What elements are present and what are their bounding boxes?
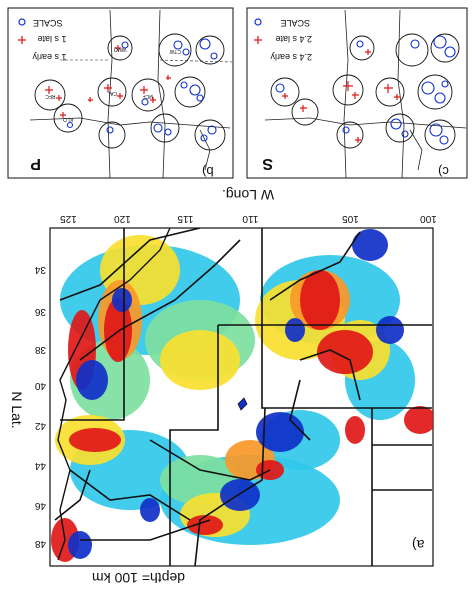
- station-labels-b: WMQ: [114, 46, 127, 52]
- anomaly-patch: [285, 318, 305, 342]
- y-tick-label: 48: [34, 538, 46, 549]
- panel-a-xlabel-group: W Long.: [222, 187, 274, 203]
- y-tick-label: 40: [34, 380, 46, 391]
- legend-late-text: 1 s late: [37, 34, 66, 44]
- anomaly-patch: [76, 360, 108, 400]
- x-tick-label: 125: [60, 213, 77, 224]
- panel-c-label: c): [438, 164, 449, 179]
- station-label: MCF: [143, 93, 154, 99]
- legend-late-text: 2.4 s late: [275, 34, 312, 44]
- anomaly-patch: [140, 498, 160, 522]
- panel-b-label: b): [202, 164, 214, 179]
- early-markers-b: [66, 38, 218, 142]
- legend-c: 2.4 s early 2.4 s late SCALE: [270, 18, 312, 62]
- anomaly-patch: [317, 330, 373, 374]
- scale-label: SCALE: [33, 18, 63, 28]
- scale-label: SCALE: [281, 18, 311, 28]
- y-tick-label: 46: [34, 500, 46, 511]
- panel-c-map: [264, 9, 467, 178]
- anomaly-patch: [352, 229, 388, 261]
- map-title: depth= 100 km: [92, 570, 185, 586]
- x-tick-labels: 125 120 115 110 105 100: [60, 213, 437, 224]
- anomaly-patch: [345, 416, 365, 444]
- y-tick-label: 44: [34, 460, 46, 471]
- station-label: RFC: [45, 93, 56, 99]
- anomaly-patch: [220, 479, 260, 511]
- y-tick-label: 38: [34, 344, 46, 355]
- late-markers-b: [45, 45, 171, 118]
- legend-early-symbol: [18, 18, 26, 26]
- y-tick-label: 36: [34, 306, 46, 317]
- anomaly-patch: [112, 288, 132, 312]
- legend-b: 1 s early 1 s late SCALE: [32, 18, 67, 62]
- panel-c: 2.4 s early 2.4 s late SCALE S c): [246, 7, 468, 179]
- boundary-lines: [54, 228, 432, 566]
- anomaly-patch: [160, 330, 240, 390]
- station-label: CTW: [169, 48, 181, 54]
- phase-label-p: P: [30, 155, 41, 172]
- station-label: WMQ: [114, 46, 127, 52]
- anomaly-patch: [104, 298, 132, 362]
- x-tick-label: 120: [114, 213, 131, 224]
- station-label: KLO: [63, 116, 73, 122]
- legend-early-symbol: [254, 18, 262, 26]
- station-label: CAL: [107, 90, 117, 96]
- coastline: [57, 227, 171, 561]
- tomography-map: [49, 227, 434, 567]
- station-circles-b: [34, 33, 226, 151]
- late-markers-c: [282, 49, 400, 143]
- y-tick-label: 34: [34, 264, 46, 275]
- x-tick-label: 110: [242, 213, 258, 224]
- velocity-anomalies: [51, 229, 433, 562]
- x-axis-label: W Long.: [222, 187, 274, 203]
- early-markers-c: [275, 35, 456, 145]
- anomaly-patch: [300, 270, 340, 330]
- x-tick-label: 100: [420, 213, 437, 224]
- phase-label-s: S: [262, 155, 273, 172]
- anomaly-patch: [68, 531, 92, 559]
- y-tick-label: 42: [34, 420, 46, 431]
- anomaly-patch: [160, 455, 240, 505]
- anomaly-patch: [376, 316, 404, 344]
- legend-late-symbol: [18, 36, 26, 44]
- station-circles-c: [270, 33, 460, 151]
- x-tick-label: 115: [177, 213, 193, 224]
- legend-early-text: 2.4 s early: [270, 52, 312, 62]
- y-tick-labels: 34 36 38 40 42 44 46 48: [34, 264, 46, 549]
- anomaly-patch: [187, 515, 223, 535]
- x-tick-label: 105: [342, 213, 359, 224]
- anomaly-patch: [404, 406, 433, 434]
- y-axis-label: N Lat.: [9, 391, 25, 428]
- legend-late-symbol: [254, 36, 262, 44]
- panel-b-map: WMQ CTW MCF RFC CAL KLO: [29, 9, 233, 178]
- anomaly-patch: [69, 428, 121, 452]
- panel-a-label: a): [412, 537, 424, 553]
- lake-shape: [237, 397, 248, 411]
- panel-b: WMQ CTW MCF RFC CAL KLO 1 s early 1 s la…: [7, 7, 234, 179]
- legend-early-text: 1 s early: [32, 52, 67, 62]
